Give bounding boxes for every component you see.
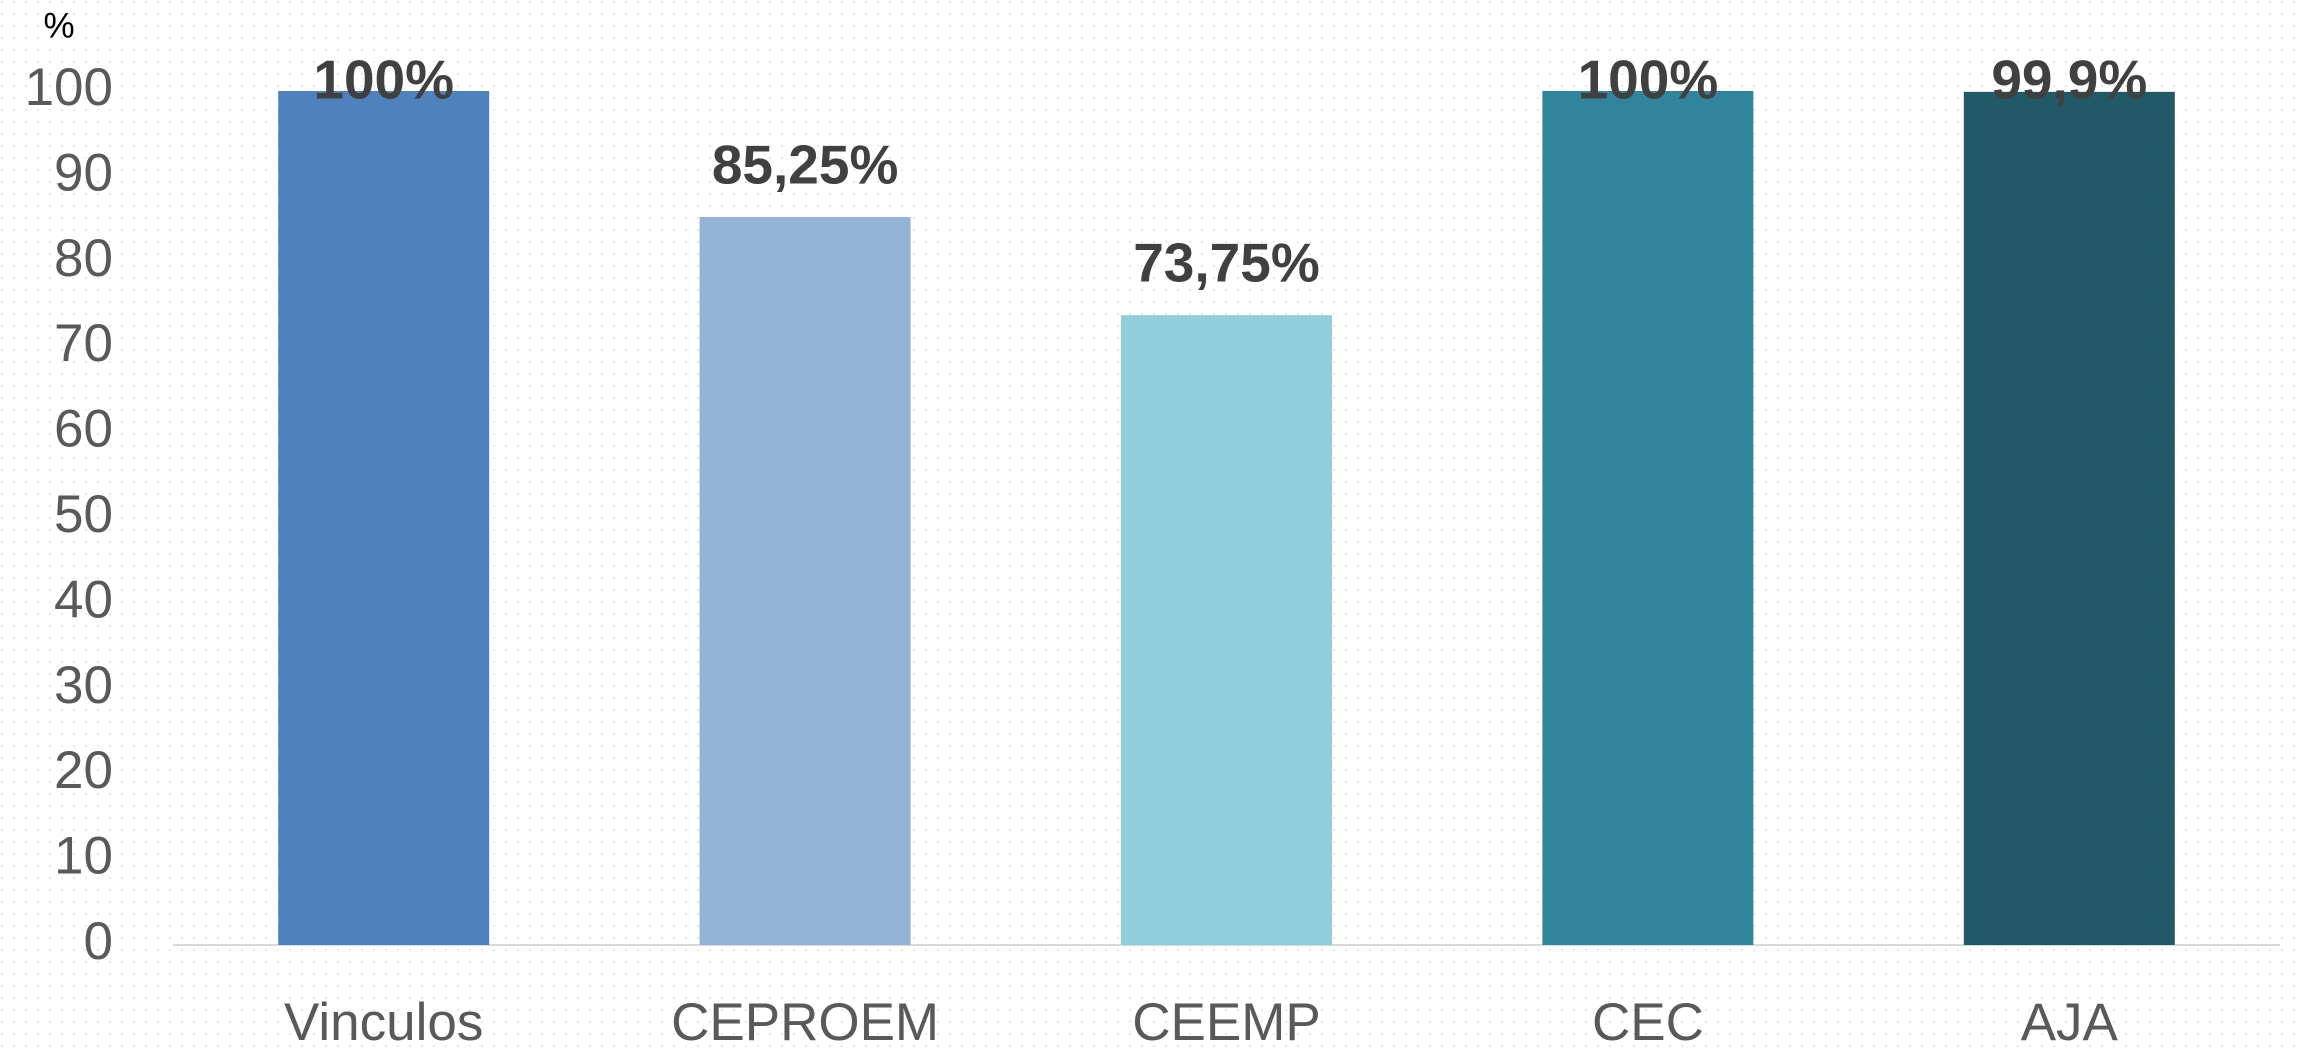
x-tick-label: CEC [1592, 993, 1704, 1052]
y-tick-label: 40 [54, 570, 113, 629]
value-label: 99,9% [1991, 49, 2147, 111]
bar [1542, 91, 1754, 945]
value-label: 100% [313, 49, 454, 111]
y-tick-label: 30 [54, 656, 113, 715]
value-label: 73,75% [1133, 232, 1320, 294]
bar [278, 91, 490, 945]
x-tick-label: CEEMP [1132, 993, 1320, 1052]
y-tick-label: 60 [54, 400, 113, 459]
bar [1121, 315, 1332, 945]
y-tick-label: 80 [54, 229, 113, 288]
y-axis-label: % [43, 6, 74, 45]
bar [1963, 91, 2175, 945]
y-tick-label: 0 [84, 912, 113, 971]
x-tick-label: Vinculos [284, 993, 483, 1052]
x-tick-label: AJA [2021, 993, 2119, 1052]
value-label: 85,25% [712, 133, 899, 195]
y-tick-label: 100 [25, 58, 113, 117]
y-tick-label: 10 [54, 827, 113, 886]
y-tick-label: 20 [54, 741, 113, 800]
x-tick-label: CEPROEM [671, 993, 939, 1052]
bar [699, 216, 911, 946]
y-tick-label: 70 [54, 314, 113, 373]
y-tick-label: 50 [54, 485, 113, 544]
y-tick-label: 90 [54, 143, 113, 202]
value-label: 100% [1578, 49, 1719, 111]
